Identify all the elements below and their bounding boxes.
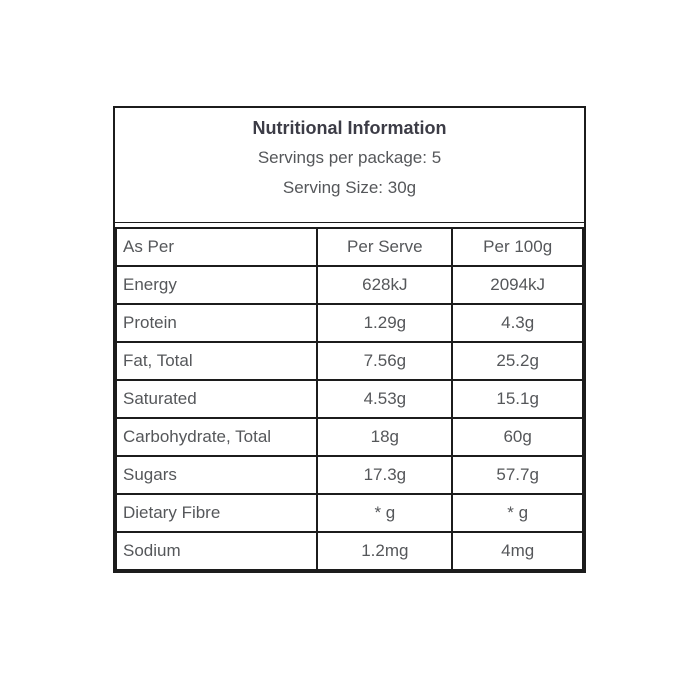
nutrient-name-cell: Sugars [114, 455, 319, 495]
page-title: Nutritional Information [252, 118, 447, 138]
nutrient-name-cell: Protein [114, 303, 319, 343]
column-header-as-per: As Per [114, 227, 319, 267]
column-header-per-100g: Per 100g [451, 227, 584, 267]
table-row: Protein 1.29g 4.3g [114, 303, 584, 343]
nutrient-name-cell: Dietary Fibre [114, 493, 319, 533]
per-serve-value-cell: 1.29g [316, 303, 454, 343]
table-row: Energy 628kJ 2094kJ [114, 265, 584, 305]
nutrition-table: As Per Per Serve Per 100g Energy 628kJ 209… [114, 227, 584, 571]
nutrient-name-cell: Sodium [114, 531, 319, 571]
per-serve-value-cell: 7.56g [316, 341, 454, 381]
nutrient-name-cell: Saturated [114, 379, 319, 419]
per-100g-value-cell: 2094kJ [451, 265, 584, 305]
per-100g-value-cell: * g [451, 493, 584, 533]
per-100g-value-cell: 57.7g [451, 455, 584, 495]
per-serve-value-cell: 4.53g [316, 379, 454, 419]
table-row: Fat, Total 7.56g 25.2g [114, 341, 584, 381]
per-100g-value-cell: 4mg [451, 531, 584, 571]
per-100g-value-cell: 4.3g [451, 303, 584, 343]
table-row: Sugars 17.3g 57.7g [114, 455, 584, 495]
serving-size-text: Serving Size: 30g [282, 178, 417, 197]
nutrient-name-cell: Energy [114, 265, 319, 305]
table-row: Carbohydrate, Total 18g 60g [114, 417, 584, 457]
nutrition-label: Nutritional Information Servings per pac… [113, 106, 586, 573]
table-row: Dietary Fibre * g * g [114, 493, 584, 533]
nutrient-name-cell: Fat, Total [114, 341, 319, 381]
per-serve-value-cell: 17.3g [316, 455, 454, 495]
per-serve-value-cell: * g [316, 493, 454, 533]
per-serve-value-cell: 628kJ [316, 265, 454, 305]
nutrition-label-header: Nutritional Information Servings per pac… [115, 108, 584, 223]
per-100g-value-cell: 25.2g [451, 341, 584, 381]
column-header-per-serve: Per Serve [316, 227, 454, 267]
per-serve-value-cell: 18g [316, 417, 454, 457]
servings-per-package-text: Servings per package: 5 [257, 148, 442, 167]
per-100g-value-cell: 15.1g [451, 379, 584, 419]
per-100g-value-cell: 60g [451, 417, 584, 457]
nutrition-table-body: Energy 628kJ 2094kJ Protein 1.29g 4.3g Fat, To… [114, 265, 584, 571]
table-row: Saturated 4.53g 15.1g [114, 379, 584, 419]
per-serve-value-cell: 1.2mg [316, 531, 454, 571]
table-row: Sodium 1.2mg 4mg [114, 531, 584, 571]
table-header-row: As Per Per Serve Per 100g [114, 227, 584, 267]
nutrition-table-head: As Per Per Serve Per 100g [114, 227, 584, 267]
nutrient-name-cell: Carbohydrate, Total [114, 417, 319, 457]
